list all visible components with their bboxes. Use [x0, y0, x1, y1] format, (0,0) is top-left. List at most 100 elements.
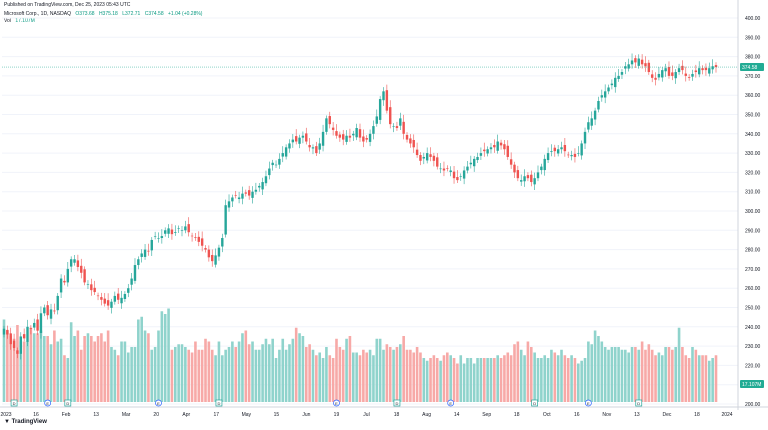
high-value: H375.18: [98, 11, 118, 17]
y-tick-label: 370.00: [745, 74, 761, 80]
candle-body: [120, 297, 123, 304]
volume-bar: [291, 338, 295, 402]
volume-bar: [345, 338, 348, 402]
candle-body: [714, 65, 718, 68]
volume-bar: [301, 336, 305, 402]
volume-bar: [79, 349, 83, 402]
volume-bar: [247, 344, 251, 402]
y-tick-label: 380.00: [745, 55, 761, 61]
candle-body: [479, 153, 483, 156]
symbol-name[interactable]: Microsoft Corp., 1D, NASDAQ: [4, 11, 71, 17]
volume-bar: [446, 352, 449, 402]
volume-bar: [157, 330, 160, 402]
candle-body: [19, 336, 22, 354]
volume-bar: [231, 341, 234, 402]
candle-body: [184, 226, 187, 231]
x-tick-label: Nov: [602, 412, 611, 418]
candle-body: [691, 73, 694, 77]
candle-body: [543, 158, 546, 171]
candle-body: [116, 293, 120, 300]
candle-body: [600, 95, 604, 98]
dividend-marker: [635, 399, 643, 407]
volume-bar: [140, 316, 143, 402]
volume-bar: [274, 358, 278, 402]
candle-body: [382, 91, 385, 101]
volume-bar: [395, 347, 399, 402]
candle-body: [231, 197, 234, 202]
volume-bar: [435, 358, 439, 402]
volume-bar: [469, 358, 473, 402]
candle-body: [563, 144, 567, 152]
volume-bar: [150, 349, 154, 402]
candle-body: [499, 142, 503, 146]
candle-body: [681, 65, 684, 71]
volume-bar: [298, 333, 301, 402]
volume-bar: [217, 341, 221, 402]
volume-bar: [341, 349, 345, 402]
candle-body: [355, 128, 358, 138]
volume-bar: [476, 358, 479, 402]
x-tick-label: 16: [574, 412, 580, 418]
candle-body: [321, 131, 325, 146]
volume-bar: [600, 341, 604, 402]
volume-bar: [120, 341, 123, 402]
candle-body: [506, 145, 509, 157]
volume-bar: [556, 355, 560, 402]
candle-body: [342, 134, 345, 140]
volume-bar: [96, 336, 100, 402]
earnings-marker: [447, 399, 455, 407]
x-tick-label: Dec: [662, 412, 671, 418]
volume-bar: [180, 344, 184, 402]
x-tick-label: Oct: [543, 412, 551, 418]
volume-bar: [19, 341, 23, 402]
volume-bar: [348, 336, 352, 402]
volume-bar: [523, 355, 526, 402]
x-tick-label: Feb: [62, 412, 71, 418]
candle-body: [264, 176, 268, 184]
y-tick-label: 270.00: [745, 267, 761, 273]
volume-bar: [597, 336, 600, 402]
candle-body: [237, 197, 241, 200]
volume-bar: [190, 352, 194, 402]
x-tick-label: 16: [33, 412, 39, 418]
volume-bar: [385, 344, 389, 402]
volume-bar: [264, 338, 268, 402]
volume-bar: [73, 336, 76, 402]
volume-bar: [194, 341, 197, 402]
volume-bar: [294, 327, 298, 402]
volume-bar: [613, 347, 617, 402]
volume-bar: [59, 338, 63, 402]
earnings-marker: [155, 399, 162, 407]
candle-body: [496, 141, 499, 151]
candle-body: [63, 280, 66, 283]
volume-bar: [607, 349, 610, 402]
volume-bar: [513, 344, 516, 402]
candle-body: [106, 300, 110, 306]
volume-bar: [405, 349, 409, 402]
volume-bar: [667, 347, 671, 402]
x-tick-label: Jun: [302, 412, 310, 418]
volume-bar: [318, 352, 321, 402]
candle-body: [278, 158, 281, 165]
candle-body: [661, 70, 664, 78]
volume-bar: [325, 347, 328, 402]
volume-bar: [694, 349, 698, 402]
volume-bar: [12, 338, 16, 402]
volume-bar: [281, 338, 285, 402]
x-tick-label: 18: [514, 412, 520, 418]
published-line: Published on TradingView.com, Dec 25, 20…: [4, 2, 133, 8]
volume-bar: [147, 333, 150, 402]
volume-bar: [257, 349, 261, 402]
candle-body: [59, 278, 63, 293]
candle-body: [36, 319, 39, 331]
volume-bar: [516, 341, 520, 402]
candle-body: [53, 310, 56, 312]
volume-bar: [22, 341, 26, 402]
volume-bar: [422, 358, 426, 402]
candle-body: [375, 116, 378, 124]
y-tick-label: 310.00: [745, 190, 761, 196]
volume-bar: [378, 338, 382, 402]
candle-body: [9, 333, 12, 345]
volume-bar: [315, 355, 318, 402]
